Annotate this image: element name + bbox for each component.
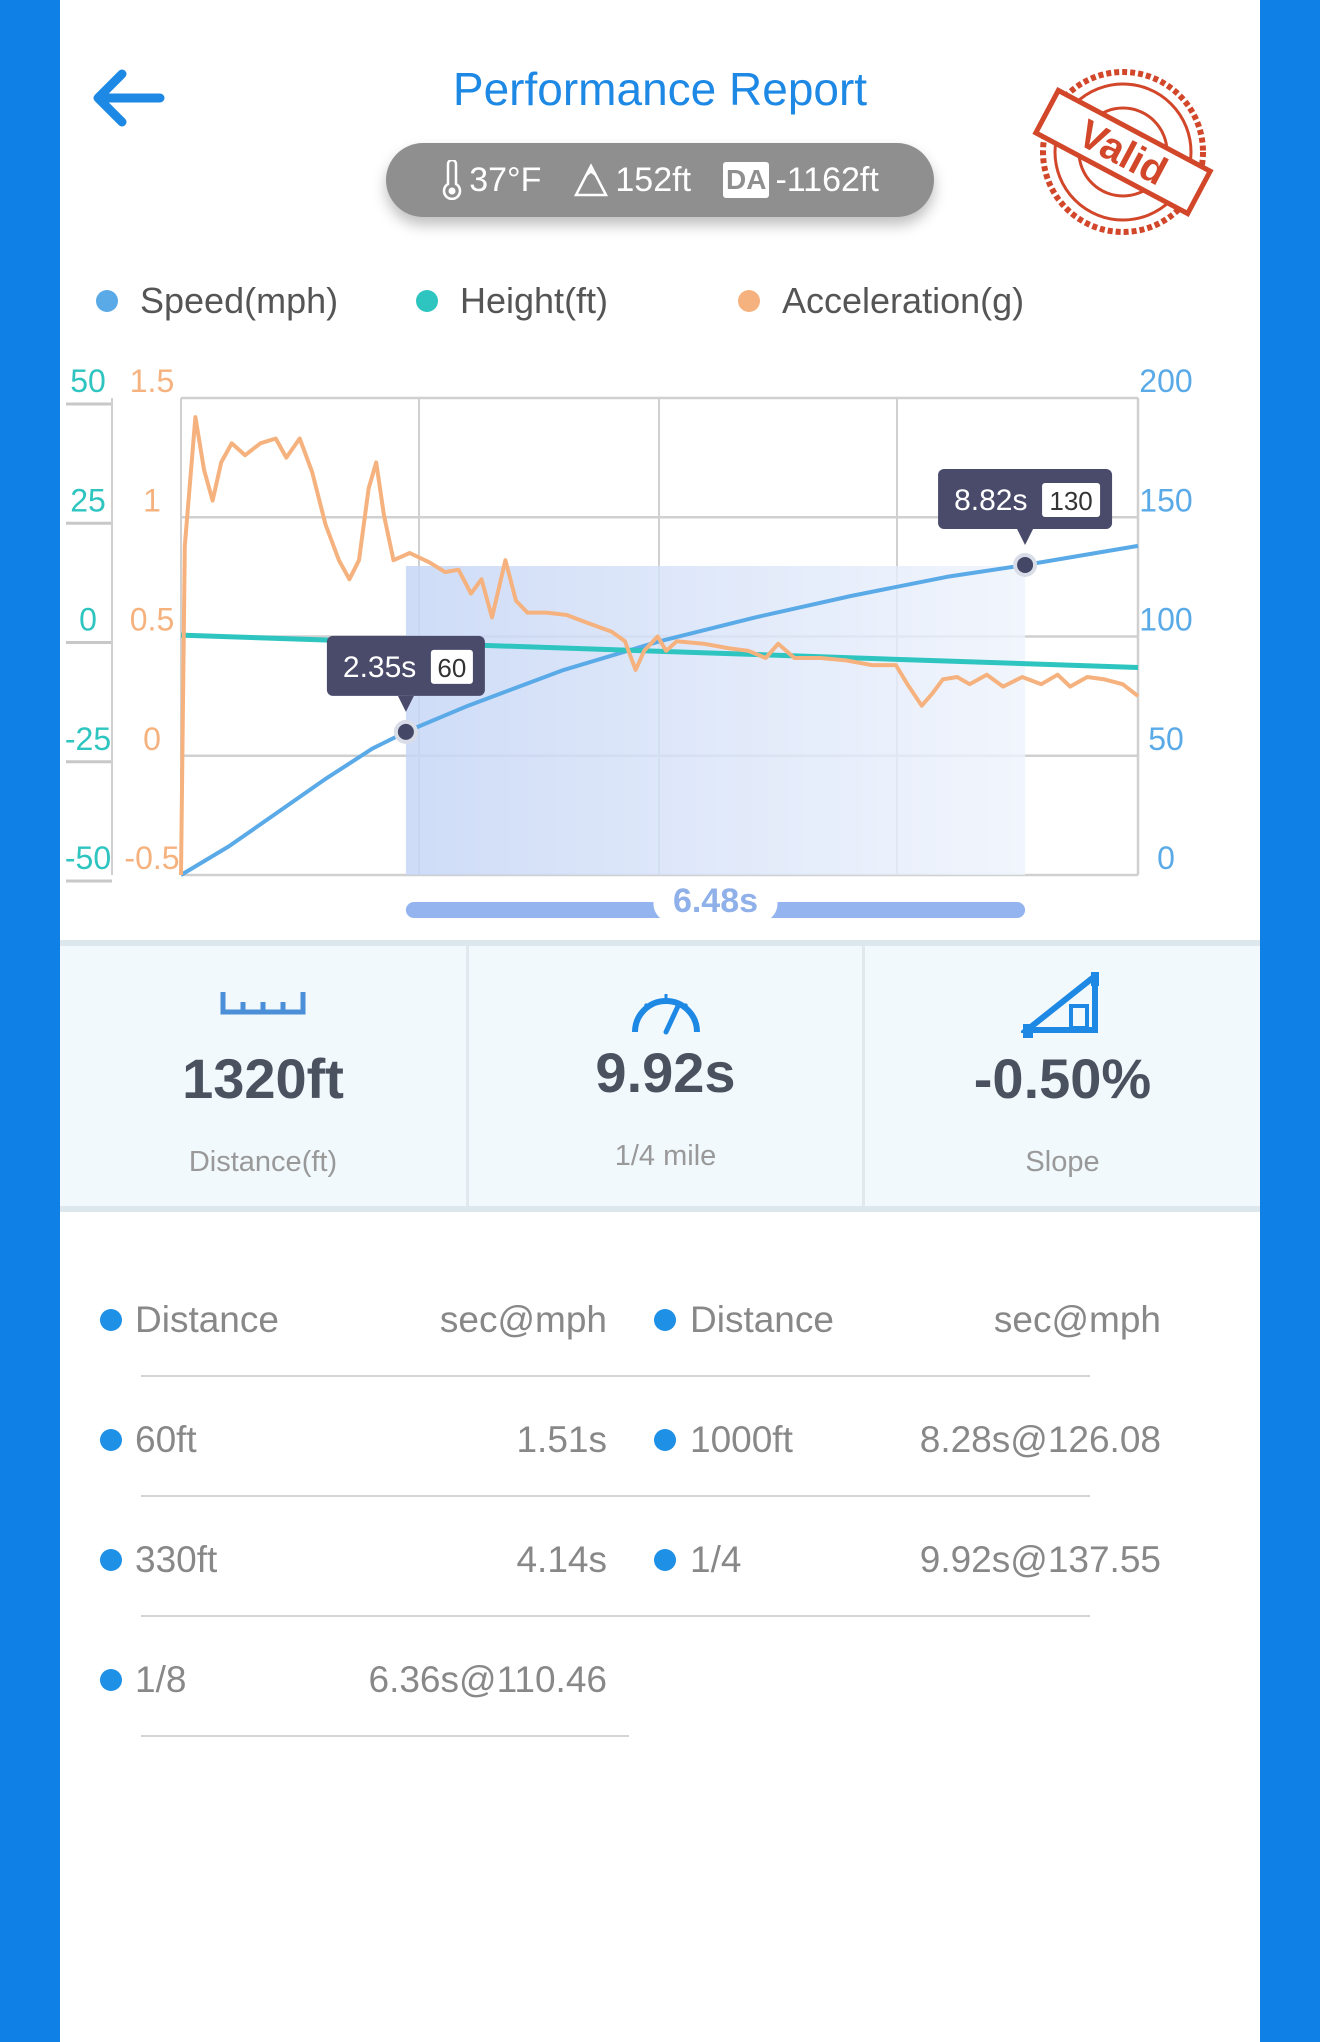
bullet bbox=[654, 1429, 676, 1451]
speed-axis-tick: 200 bbox=[1139, 363, 1192, 399]
ruler-icon bbox=[220, 992, 306, 1015]
legend-acceleration[interactable]: Acceleration(g) bbox=[738, 280, 1024, 322]
legend-label: Acceleration(g) bbox=[782, 280, 1025, 321]
bullet bbox=[100, 1549, 122, 1571]
split-value: 6.36s@110.46 bbox=[368, 1659, 608, 1700]
stat-label: Slope bbox=[1025, 1146, 1100, 1178]
split-value: 4.14s bbox=[516, 1539, 607, 1580]
split-value: 9.92s@137.55 bbox=[919, 1539, 1161, 1580]
stat-quarter-mile: 9.92s 1/4 mile bbox=[469, 946, 862, 1206]
divider bbox=[141, 1495, 1090, 1497]
bullet bbox=[654, 1549, 676, 1571]
speed-axis-tick: 100 bbox=[1139, 602, 1192, 638]
tooltip-time: 2.35s bbox=[343, 651, 416, 684]
stat-value: 9.92s bbox=[595, 1041, 736, 1104]
height-axis-tick: -25 bbox=[65, 721, 111, 757]
column-header: Distance bbox=[135, 1299, 279, 1340]
tooltip-pointer bbox=[397, 695, 414, 712]
column-header: sec@mph bbox=[993, 1299, 1161, 1340]
marker-point bbox=[397, 723, 414, 740]
height-axis-tick: 0 bbox=[79, 602, 97, 638]
slope-icon bbox=[1021, 972, 1099, 1038]
split-label: 330ft bbox=[135, 1539, 218, 1580]
legend-label: Speed(mph) bbox=[140, 280, 339, 321]
speed-axis-tick: 150 bbox=[1139, 482, 1192, 518]
column-header: Distance bbox=[690, 1299, 834, 1340]
mountain-icon bbox=[574, 163, 609, 197]
legend-dot bbox=[96, 290, 118, 312]
accel-axis-tick: 0 bbox=[143, 721, 161, 757]
divider bbox=[466, 946, 469, 1206]
bullet bbox=[654, 1309, 676, 1331]
stat-value: -0.50% bbox=[973, 1047, 1152, 1110]
stats-panel: 1320ft Distance(ft) 9.92s 1/4 mile -0.50… bbox=[60, 940, 1260, 1212]
legend-dot bbox=[416, 290, 438, 312]
series-line-2 bbox=[179, 415, 1140, 876]
tooltip-value: 60 bbox=[437, 653, 466, 683]
height-axis-tick: 25 bbox=[70, 482, 106, 518]
tooltip-value-bg bbox=[1042, 482, 1101, 517]
da-badge: DA bbox=[723, 162, 770, 198]
split-label: 1/8 bbox=[135, 1659, 187, 1700]
marker-point bbox=[1017, 556, 1034, 573]
divider bbox=[141, 1375, 1090, 1377]
back-button[interactable] bbox=[88, 68, 168, 128]
speed-axis-tick: 0 bbox=[1157, 840, 1175, 876]
density-altitude: -1162ft bbox=[775, 160, 879, 199]
accel-axis-tick: -0.5 bbox=[124, 840, 179, 876]
divider bbox=[141, 1615, 1090, 1617]
stat-value: 1320ft bbox=[182, 1047, 344, 1110]
height-axis-tick: -50 bbox=[65, 840, 111, 876]
height-axis-tick: 50 bbox=[70, 363, 106, 399]
selection-range bbox=[405, 566, 1026, 875]
accel-axis-tick: 1 bbox=[143, 482, 161, 518]
temperature: 37°F bbox=[469, 160, 542, 199]
speedometer-icon bbox=[632, 994, 700, 1035]
bullet bbox=[100, 1429, 122, 1451]
bullet bbox=[100, 1669, 122, 1691]
accel-axis-tick: 0.5 bbox=[130, 602, 174, 638]
tooltip-value: 130 bbox=[1049, 486, 1092, 516]
tooltip-pointer bbox=[1017, 528, 1034, 545]
legend-dot bbox=[738, 290, 760, 312]
arrow-left-icon bbox=[93, 69, 165, 127]
page-title: Performance Report bbox=[452, 63, 868, 115]
split-label: 60ft bbox=[135, 1419, 197, 1460]
accel-axis-tick: 1.5 bbox=[130, 363, 174, 399]
split-value: 8.28s@126.08 bbox=[919, 1419, 1161, 1460]
split-value: 1.51s bbox=[516, 1419, 607, 1460]
altitude: 152ft bbox=[615, 160, 692, 199]
stat-distance: 1320ft Distance(ft) bbox=[60, 946, 466, 1206]
split-label: 1000ft bbox=[690, 1419, 793, 1460]
stat-label: Distance(ft) bbox=[188, 1146, 338, 1178]
conditions-pill: 37°F 152ft DA -1162ft bbox=[386, 143, 934, 217]
bullet bbox=[100, 1309, 122, 1331]
divider bbox=[862, 946, 865, 1206]
performance-chart[interactable]: 50 25 0 -25 -50 1.5 1 0.5 0 -0.5 200 150 100 50 0 6.48s… bbox=[0, 0, 1320, 940]
range-duration-label: 6.48s bbox=[673, 882, 758, 920]
stat-label: 1/4 mile bbox=[614, 1140, 717, 1172]
range-label-bg bbox=[653, 880, 778, 922]
tooltip-value-bg bbox=[430, 649, 473, 684]
series-line-0 bbox=[179, 543, 1139, 877]
legend-label: Height(ft) bbox=[460, 280, 609, 321]
column-header: sec@mph bbox=[439, 1299, 607, 1340]
stat-slope: -0.50% Slope bbox=[865, 946, 1260, 1206]
tooltip-time: 8.82s bbox=[954, 484, 1027, 517]
legend-speed[interactable]: Speed(mph) bbox=[96, 280, 338, 322]
divider bbox=[141, 1735, 629, 1737]
thermometer-icon bbox=[443, 160, 462, 200]
valid-stamp: Valid bbox=[1030, 62, 1216, 242]
split-label: 1/4 bbox=[690, 1539, 742, 1580]
speed-axis-tick: 50 bbox=[1148, 721, 1184, 757]
legend-height[interactable]: Height(ft) bbox=[416, 280, 608, 322]
